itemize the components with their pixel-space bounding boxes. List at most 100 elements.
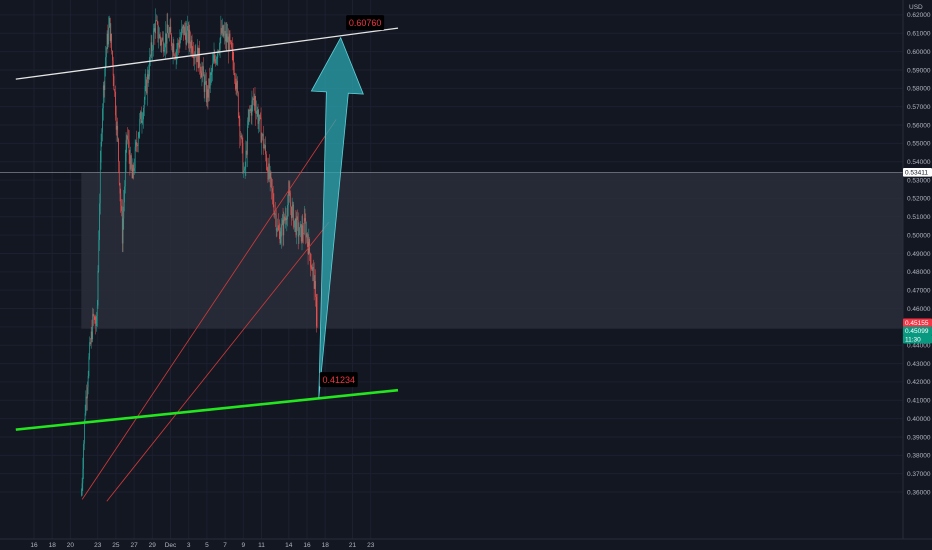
candle-body — [230, 41, 232, 43]
y-tick-label: 0.37000 — [907, 471, 931, 478]
candle-body — [115, 115, 117, 130]
x-tick-label: 23 — [94, 542, 102, 549]
candle-body — [129, 154, 131, 170]
candle-body — [299, 227, 301, 235]
y-tick-label: 0.42000 — [907, 379, 931, 386]
candle-body — [284, 216, 285, 221]
candle-body — [244, 167, 246, 169]
candle-body — [162, 37, 164, 52]
candle-body — [223, 33, 225, 36]
candle-body — [119, 183, 121, 194]
candle-body — [179, 40, 181, 48]
candle-body — [263, 147, 265, 149]
price-badge-bg — [903, 168, 932, 177]
candle-body — [285, 217, 287, 221]
y-tick-label: 0.54000 — [907, 159, 931, 166]
x-tick-label: 29 — [149, 542, 157, 549]
x-tick-label: 3 — [187, 542, 191, 549]
annotation-label: 0.60760 — [349, 18, 382, 28]
x-tick-label: 23 — [367, 542, 375, 549]
y-tick-label: 0.61000 — [907, 31, 931, 38]
candle-body — [172, 43, 174, 53]
candle-body — [148, 76, 150, 79]
candle-body — [124, 161, 126, 187]
candle-body — [143, 99, 145, 109]
candle-body — [211, 71, 213, 73]
y-tick-label: 0.58000 — [907, 86, 931, 93]
channel-line — [81, 119, 337, 500]
candle-body — [134, 168, 135, 172]
price-badge: 0.45099 — [903, 326, 932, 336]
candle-body — [228, 36, 229, 51]
price-badge-bg — [903, 334, 932, 344]
candle-body — [287, 191, 289, 206]
candle-body — [87, 376, 89, 388]
candle-body — [133, 164, 134, 172]
candle-body — [141, 120, 143, 123]
candle-body — [297, 220, 299, 237]
y-tick-label: 0.49000 — [907, 251, 931, 258]
candle-body — [215, 59, 216, 64]
candle-body — [146, 74, 148, 94]
x-tick-label: 7 — [223, 542, 227, 549]
y-tick-label: 0.60000 — [907, 49, 931, 56]
candle-body — [96, 316, 97, 327]
candle-body — [222, 25, 224, 36]
candle-body — [176, 49, 178, 54]
candle-body — [114, 90, 116, 92]
candle-body — [140, 111, 142, 123]
candle-body — [298, 234, 300, 237]
candle-body — [145, 79, 147, 86]
candle-body — [233, 61, 235, 73]
candle-body — [127, 139, 129, 142]
candle-body — [116, 125, 118, 130]
candle-body — [268, 163, 269, 180]
y-tick-label: 0.56000 — [907, 122, 931, 129]
candle-body — [95, 323, 97, 327]
candle-body — [153, 28, 155, 31]
candle-body — [187, 25, 188, 31]
candle-body — [209, 74, 211, 89]
y-tick-label: 0.43000 — [907, 361, 931, 368]
candle-body — [177, 42, 178, 50]
candle-body — [266, 165, 268, 170]
candle-body — [240, 136, 241, 138]
y-tick-label: 0.53000 — [907, 177, 931, 184]
candle-body — [106, 33, 108, 49]
candle-body — [166, 24, 168, 44]
candle-body — [156, 20, 157, 21]
candle-body — [296, 216, 298, 235]
candle-body — [214, 55, 216, 60]
candle-body — [203, 66, 204, 77]
candle-body — [280, 236, 282, 244]
candle-body — [171, 34, 172, 47]
candle-body — [250, 108, 252, 116]
candle-body — [231, 41, 232, 48]
y-tick-label: 0.59000 — [907, 67, 931, 74]
y-tick-label: 0.52000 — [907, 196, 931, 203]
candle-body — [120, 193, 122, 206]
candle-body — [243, 170, 244, 173]
candle-body — [240, 135, 242, 138]
price-badge-bg — [903, 326, 932, 336]
candle-body — [278, 225, 279, 231]
candle-body — [291, 206, 292, 219]
y-tick-label: 0.40000 — [907, 416, 931, 423]
candle-body — [111, 34, 113, 51]
candle-body — [131, 168, 133, 179]
candle-body — [94, 317, 96, 324]
candle-body — [91, 331, 93, 340]
x-tick-label: 16 — [30, 542, 38, 549]
candle-body — [219, 38, 221, 51]
candle-body — [130, 155, 131, 170]
y-tick-label: 0.38000 — [907, 453, 931, 460]
candle-body — [182, 24, 184, 28]
price-badge: 0.53411 — [903, 168, 932, 177]
x-tick-label: 25 — [112, 542, 120, 549]
annotation-box — [319, 372, 358, 388]
candle-body — [146, 79, 147, 94]
candle-body — [300, 224, 301, 228]
candle-body — [250, 108, 251, 112]
